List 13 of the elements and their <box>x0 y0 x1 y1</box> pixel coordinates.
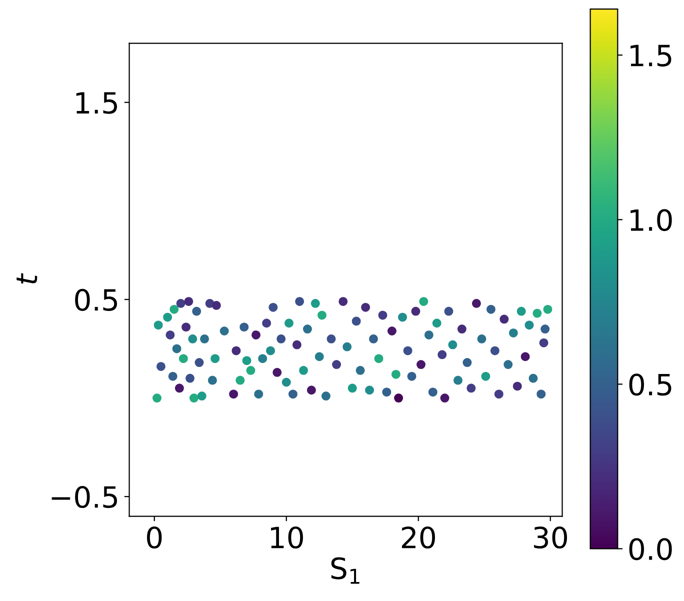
x-tick-label: 10 <box>271 526 303 549</box>
color-bar-label: 0.5 <box>629 374 672 396</box>
color-bar-label: 1.0 <box>630 209 672 232</box>
x-tick-label: 30 <box>534 526 567 549</box>
y-tick-label: −0.5 <box>52 486 118 508</box>
y-tick-label: 1.5 <box>76 92 118 114</box>
color-bar-label: 0.0 <box>629 538 672 560</box>
x-axis-title: S$_{1}$ <box>331 557 360 584</box>
y-tick-label: 0.5 <box>75 288 118 311</box>
x-tick-label: 0 <box>147 526 162 549</box>
x-tick-label: 20 <box>402 526 435 549</box>
color-bar-label: 1.5 <box>630 44 672 67</box>
y-axis-title: t <box>16 273 38 284</box>
